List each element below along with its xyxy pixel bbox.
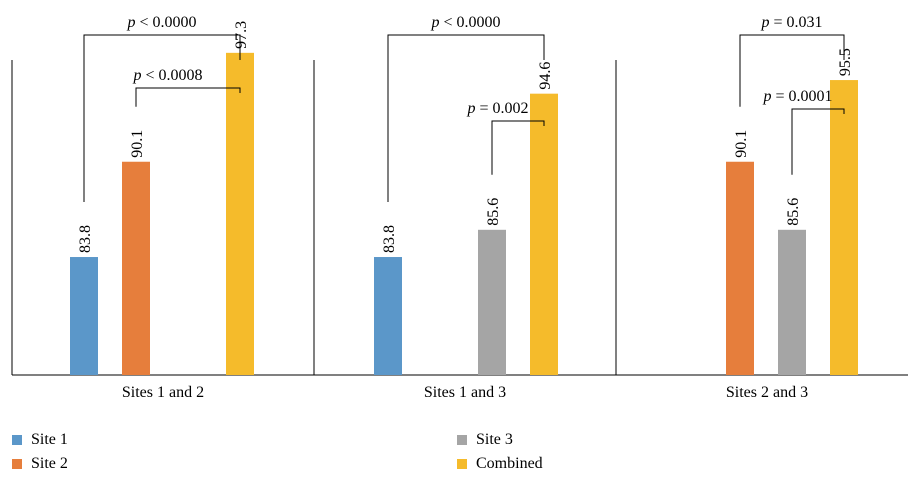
bar-g3-site-3 xyxy=(778,229,806,375)
p-value-label: p = 0.031 xyxy=(760,14,822,31)
p-value-text: = 0.031 xyxy=(769,14,822,31)
category-label: Sites 1 and 2 xyxy=(122,384,204,401)
comparison-bracket xyxy=(491,120,545,175)
bar-g3-site-2 xyxy=(726,161,754,375)
p-value-text: < 0.0008 xyxy=(141,67,202,84)
value-label: 85.6 xyxy=(785,198,802,226)
bar-g2-site-1 xyxy=(374,257,402,375)
bar-g1-site-1 xyxy=(70,257,98,375)
value-label: 94.6 xyxy=(537,62,554,90)
p-value-label: p < 0.0000 xyxy=(430,14,500,31)
bar-g2-combined xyxy=(530,93,558,376)
value-label: 83.8 xyxy=(77,225,94,253)
bar-g1-site-2 xyxy=(122,161,150,375)
comparison-bracket xyxy=(135,87,241,107)
value-label: 95.5 xyxy=(837,48,854,76)
p-symbol: p xyxy=(466,100,475,117)
value-label: 97.3 xyxy=(233,21,250,49)
p-value-text: = 0.002 xyxy=(475,100,528,117)
p-value-text: < 0.0000 xyxy=(439,14,500,31)
p-symbol: p xyxy=(132,67,141,84)
value-label: 90.1 xyxy=(733,130,750,158)
comparison-bracket xyxy=(387,34,545,203)
comparison-bracket xyxy=(83,34,241,203)
p-symbol: p xyxy=(430,14,439,31)
p-value-text: < 0.0000 xyxy=(135,14,196,31)
p-symbol: p xyxy=(760,14,769,31)
p-symbol: p xyxy=(762,88,771,105)
bar-g2-site-3 xyxy=(478,229,506,375)
p-value-label: p = 0.002 xyxy=(466,100,528,117)
category-label: Sites 1 and 3 xyxy=(424,384,506,401)
value-label: 83.8 xyxy=(381,225,398,253)
bar-g3-combined xyxy=(830,80,858,375)
category-label: Sites 2 and 3 xyxy=(726,384,808,401)
p-symbol: p xyxy=(126,14,135,31)
value-label: 90.1 xyxy=(129,130,146,158)
p-value-text: = 0.0001 xyxy=(771,88,832,105)
p-value-label: p = 0.0001 xyxy=(762,88,832,105)
value-label: 85.6 xyxy=(485,198,502,226)
bar-g1-combined xyxy=(226,52,254,376)
comparison-bracket xyxy=(739,34,845,107)
p-value-label: p < 0.0008 xyxy=(132,67,202,84)
p-value-label: p < 0.0000 xyxy=(126,14,196,31)
comparison-bracket xyxy=(791,108,845,175)
